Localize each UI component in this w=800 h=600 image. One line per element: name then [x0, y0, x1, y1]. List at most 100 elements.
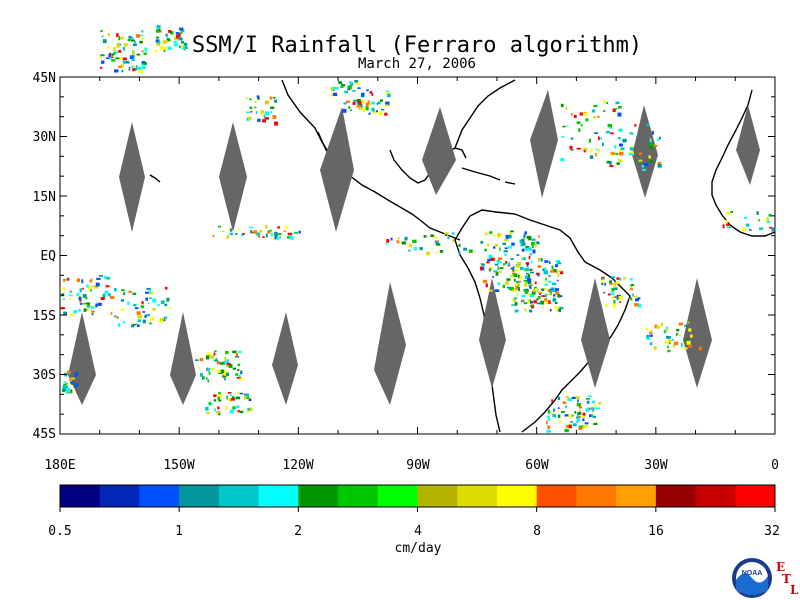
rain-pixel [183, 48, 186, 51]
rain-pixel [245, 97, 248, 100]
rain-pixel [85, 296, 88, 300]
rain-pixel [667, 349, 671, 353]
rain-pixel [672, 344, 675, 348]
rain-pixel [162, 40, 166, 45]
colorbar-tick-label: 8 [533, 524, 541, 539]
rain-pixel [553, 294, 556, 297]
rain-pixel [595, 421, 598, 424]
rain-pixel [744, 216, 748, 219]
rain-pixel [234, 233, 238, 235]
rain-pixel [122, 46, 125, 51]
rain-pixel [577, 412, 579, 416]
rain-pixel [606, 160, 611, 164]
rain-pixel [550, 291, 552, 295]
rain-pixel [666, 335, 670, 339]
rain-pixel [578, 406, 583, 409]
rain-pixel [113, 47, 116, 51]
rain-pixel [516, 293, 519, 296]
rain-pixel [616, 294, 621, 299]
rain-pixel [527, 300, 530, 304]
rain-pixel [100, 54, 103, 59]
rain-pixel [522, 299, 525, 302]
rain-pixel [610, 132, 614, 135]
rain-pixel [354, 80, 358, 83]
rain-pixel [502, 284, 505, 289]
rain-pixel [512, 297, 517, 302]
colorbar-swatch [179, 485, 220, 507]
rain-pixel [152, 308, 156, 311]
rain-pixel [70, 377, 76, 380]
rain-pixel [485, 283, 488, 288]
rain-pixel [127, 301, 130, 306]
colorbar-swatch [60, 485, 101, 507]
rain-pixel [63, 387, 68, 391]
rain-pixel [146, 287, 151, 290]
rain-pixel [262, 236, 265, 238]
rain-pixel [633, 295, 638, 298]
rain-pixel [250, 231, 254, 234]
rain-pixel [356, 101, 359, 105]
rain-pixel [766, 218, 769, 222]
lon-label: 60W [525, 458, 549, 473]
rain-pixel [107, 46, 110, 49]
rain-pixel [338, 81, 343, 84]
rain-pixel [656, 326, 661, 329]
rain-pixel [98, 275, 104, 277]
rain-pixel [173, 43, 178, 47]
rain-pixel [537, 274, 540, 277]
rain-pixel [385, 104, 389, 107]
rain-pixel [265, 225, 268, 229]
rain-pixel [135, 65, 138, 69]
rain-pixel [243, 396, 247, 400]
rain-pixel [529, 294, 534, 298]
colorbar-swatch [338, 485, 379, 507]
rain-pixel [376, 102, 379, 105]
rain-pixel [341, 84, 346, 87]
rain-pixel [561, 411, 565, 413]
rain-pixel [578, 409, 581, 412]
rain-pixel [137, 66, 142, 70]
rain-pixel [541, 288, 545, 291]
rain-pixel [528, 247, 532, 251]
colorbar-swatch [457, 485, 498, 507]
rain-pixel [108, 53, 111, 58]
rain-pixel [90, 305, 95, 308]
rain-pixel [265, 101, 267, 103]
rain-pixel [267, 231, 271, 234]
rain-pixel [547, 280, 552, 283]
rain-pixel [261, 113, 264, 116]
rain-pixel [618, 128, 623, 132]
rain-pixel [155, 36, 160, 39]
rain-pixel [165, 286, 168, 290]
rain-pixel [564, 405, 567, 408]
rain-pixel [435, 241, 439, 245]
rain-pixel [531, 244, 534, 249]
colorbar-tick-label: 16 [648, 524, 664, 539]
rain-pixel [506, 278, 511, 281]
rain-pixel [603, 291, 606, 294]
rain-pixel [529, 253, 532, 256]
rain-pixel [235, 373, 239, 376]
rain-pixel [610, 152, 615, 155]
rain-pixel [277, 233, 282, 236]
rain-pixel [136, 53, 141, 56]
rain-pixel [104, 275, 106, 279]
rain-pixel [86, 308, 89, 311]
rain-pixel [118, 65, 122, 68]
etl-letter: E [776, 560, 785, 574]
rain-pixel [181, 45, 184, 49]
rain-pixel [117, 323, 121, 327]
rain-pixel [547, 415, 550, 419]
rain-pixel [555, 291, 560, 295]
rain-pixel [544, 283, 548, 286]
rain-pixel [580, 425, 586, 429]
rain-pixel [258, 234, 261, 238]
rain-pixel [279, 236, 281, 239]
rain-pixel [589, 155, 594, 159]
longitude-labels: 180E 150W 120W 90W 60W 30W 0 [44, 458, 779, 473]
rain-pixel [342, 108, 347, 113]
rain-pixel [570, 113, 573, 116]
rain-pixel [149, 322, 152, 325]
rain-pixel [121, 289, 125, 292]
rain-pixel [609, 280, 612, 284]
